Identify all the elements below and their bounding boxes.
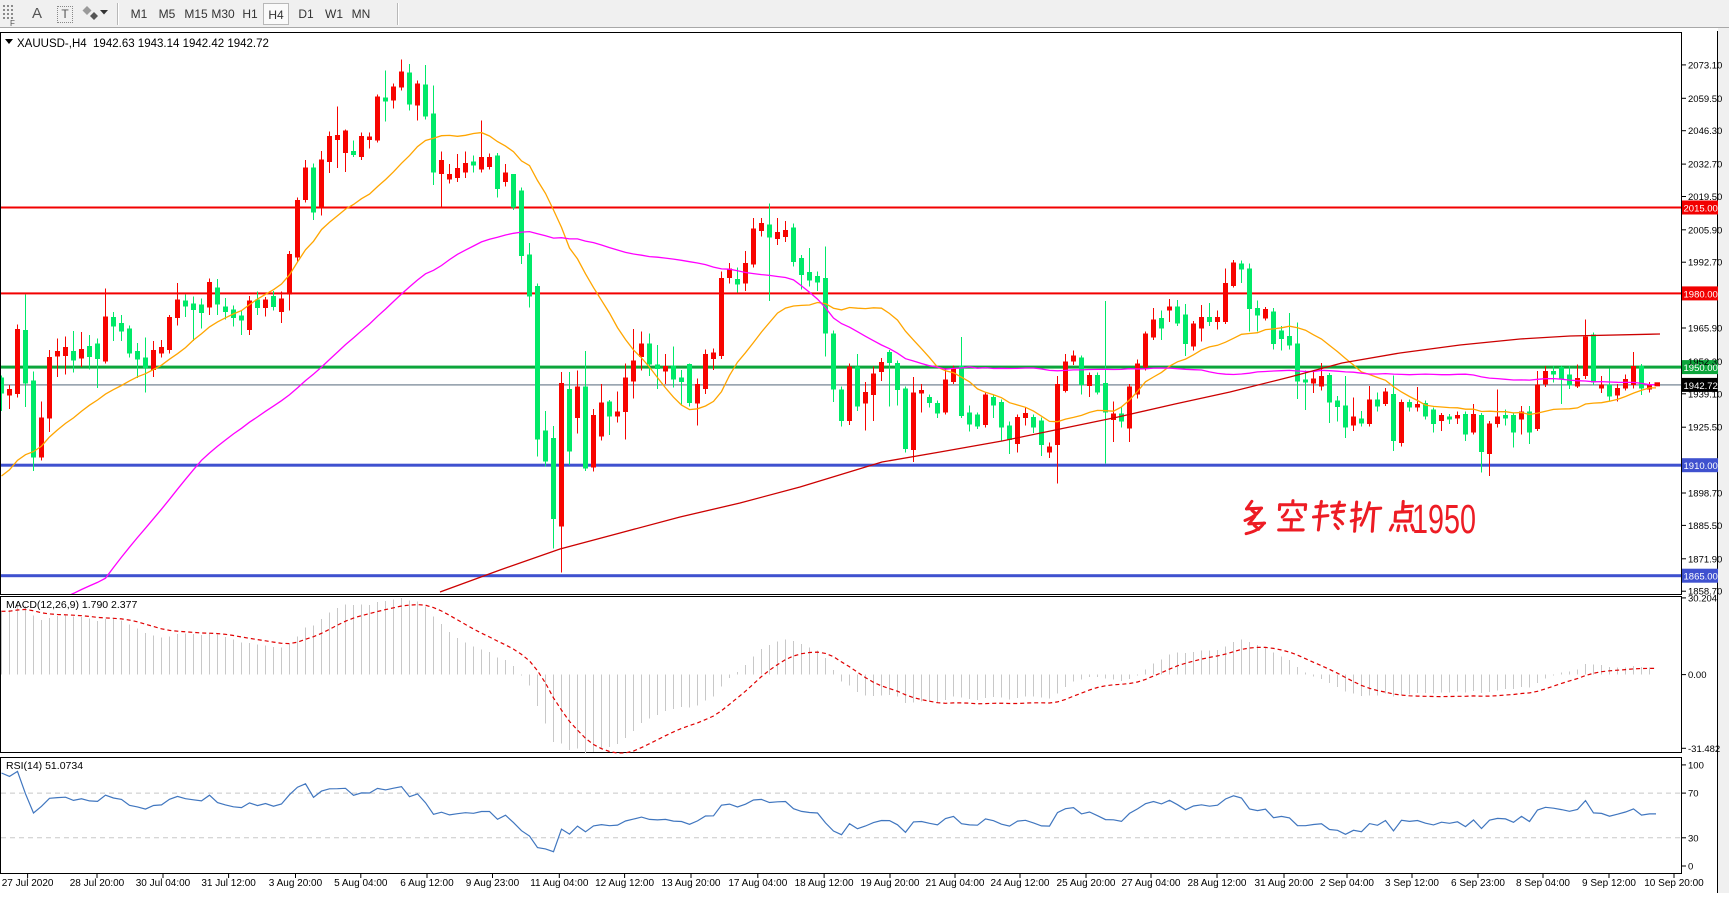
svg-text:1939.10: 1939.10 (1688, 389, 1722, 400)
svg-text:1898.70: 1898.70 (1688, 489, 1722, 500)
svg-text:1992.70: 1992.70 (1688, 258, 1722, 269)
svg-text:30: 30 (1688, 833, 1699, 844)
svg-text:1925.50: 1925.50 (1688, 423, 1722, 434)
svg-text:2046.30: 2046.30 (1688, 126, 1722, 137)
svg-text:1965.90: 1965.90 (1688, 324, 1722, 335)
svg-text:2073.10: 2073.10 (1688, 60, 1722, 71)
svg-text:9 Sep 12:00: 9 Sep 12:00 (1582, 878, 1636, 889)
svg-text:27 Jul 2020: 27 Jul 2020 (2, 878, 54, 889)
svg-text:6 Sep 23:00: 6 Sep 23:00 (1451, 878, 1505, 889)
svg-text:F: F (10, 19, 15, 27)
svg-text:18 Aug 12:00: 18 Aug 12:00 (795, 878, 854, 889)
svg-text:12 Aug 12:00: 12 Aug 12:00 (595, 878, 654, 889)
svg-text:8 Sep 04:00: 8 Sep 04:00 (1516, 878, 1570, 889)
svg-text:19 Aug 20:00: 19 Aug 20:00 (861, 878, 920, 889)
svg-text:28 Aug 12:00: 28 Aug 12:00 (1188, 878, 1247, 889)
svg-text:10 Sep 20:00: 10 Sep 20:00 (1644, 878, 1704, 889)
svg-text:3 Sep 12:00: 3 Sep 12:00 (1385, 878, 1439, 889)
svg-text:100: 100 (1688, 760, 1704, 771)
svg-text:31 Aug 20:00: 31 Aug 20:00 (1255, 878, 1314, 889)
svg-text:2032.70: 2032.70 (1688, 160, 1722, 171)
svg-text:21 Aug 04:00: 21 Aug 04:00 (926, 878, 985, 889)
svg-text:11 Aug 04:00: 11 Aug 04:00 (530, 878, 589, 889)
svg-text:31 Jul 12:00: 31 Jul 12:00 (201, 878, 256, 889)
svg-text:70: 70 (1688, 789, 1699, 800)
svg-text:1950: 1950 (1412, 496, 1476, 542)
svg-text:1952.30: 1952.30 (1688, 357, 1722, 368)
svg-text:0: 0 (1688, 862, 1693, 873)
svg-text:2019.50: 2019.50 (1688, 192, 1722, 203)
svg-text:1942.72: 1942.72 (1684, 381, 1718, 392)
svg-text:MACD(12,26,9) 1.790 2.377: MACD(12,26,9) 1.790 2.377 (6, 599, 137, 611)
svg-text:1980.00: 1980.00 (1684, 289, 1718, 300)
svg-text:25 Aug 20:00: 25 Aug 20:00 (1057, 878, 1116, 889)
svg-text:28 Jul 20:00: 28 Jul 20:00 (70, 878, 125, 889)
svg-text:-31.482: -31.482 (1688, 744, 1720, 755)
svg-text:XAUUSD-,H4 1942.63 1943.14 19: XAUUSD-,H4 1942.63 1943.14 1942.42 1942.… (17, 38, 269, 50)
svg-text:30.204: 30.204 (1688, 593, 1717, 604)
svg-text:1871.90: 1871.90 (1688, 554, 1722, 565)
svg-text:1950.00: 1950.00 (1684, 363, 1718, 374)
svg-text:5 Aug 04:00: 5 Aug 04:00 (334, 878, 388, 889)
svg-text:2 Sep 04:00: 2 Sep 04:00 (1320, 878, 1374, 889)
svg-text:24 Aug 12:00: 24 Aug 12:00 (991, 878, 1050, 889)
svg-text:0.00: 0.00 (1688, 670, 1707, 681)
svg-text:1885.50: 1885.50 (1688, 521, 1722, 532)
svg-text:1910.00: 1910.00 (1684, 461, 1718, 472)
svg-text:1865.00: 1865.00 (1684, 572, 1718, 583)
svg-text:2059.50: 2059.50 (1688, 94, 1722, 105)
svg-text:RSI(14) 51.0734: RSI(14) 51.0734 (6, 760, 83, 772)
svg-text:9 Aug 23:00: 9 Aug 23:00 (466, 878, 520, 889)
svg-text:1858.70: 1858.70 (1688, 587, 1722, 598)
svg-text:30 Jul 04:00: 30 Jul 04:00 (136, 878, 191, 889)
svg-text:27 Aug 04:00: 27 Aug 04:00 (1122, 878, 1181, 889)
svg-text:3 Aug 20:00: 3 Aug 20:00 (269, 878, 323, 889)
svg-text:17 Aug 04:00: 17 Aug 04:00 (728, 878, 787, 889)
svg-text:13 Aug 20:00: 13 Aug 20:00 (662, 878, 721, 889)
svg-text:2005.90: 2005.90 (1688, 225, 1722, 236)
svg-text:6 Aug 12:00: 6 Aug 12:00 (400, 878, 454, 889)
svg-text:2015.00: 2015.00 (1684, 204, 1718, 215)
